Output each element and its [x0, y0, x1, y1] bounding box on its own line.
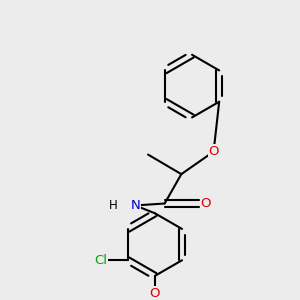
Text: O: O	[150, 287, 160, 300]
Text: O: O	[200, 197, 211, 210]
Text: Cl: Cl	[94, 254, 107, 267]
Text: N: N	[130, 199, 140, 212]
Text: H: H	[108, 199, 117, 212]
Text: O: O	[208, 145, 219, 158]
